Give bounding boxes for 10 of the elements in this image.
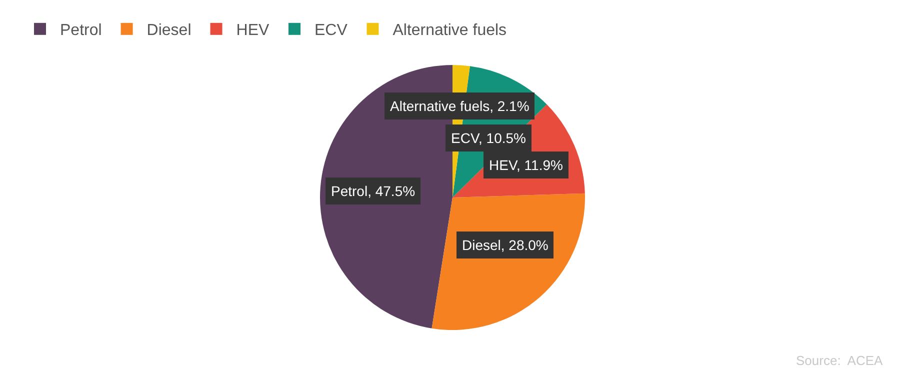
legend-label: Petrol (60, 22, 102, 40)
legend-label: Diesel (146, 22, 192, 40)
legend-label: ECV (314, 22, 348, 40)
data-label: HEV, 11.9% (489, 157, 563, 173)
legend-label: HEV (236, 22, 270, 40)
data-label: ECV, 10.5% (451, 130, 526, 146)
data-label: Petrol, 47.5% (331, 183, 416, 199)
legend-label: Alternative fuels (392, 22, 507, 40)
data-label: Diesel, 28.0% (462, 237, 548, 253)
data-label: Alternative fuels, 2.1% (390, 98, 530, 114)
